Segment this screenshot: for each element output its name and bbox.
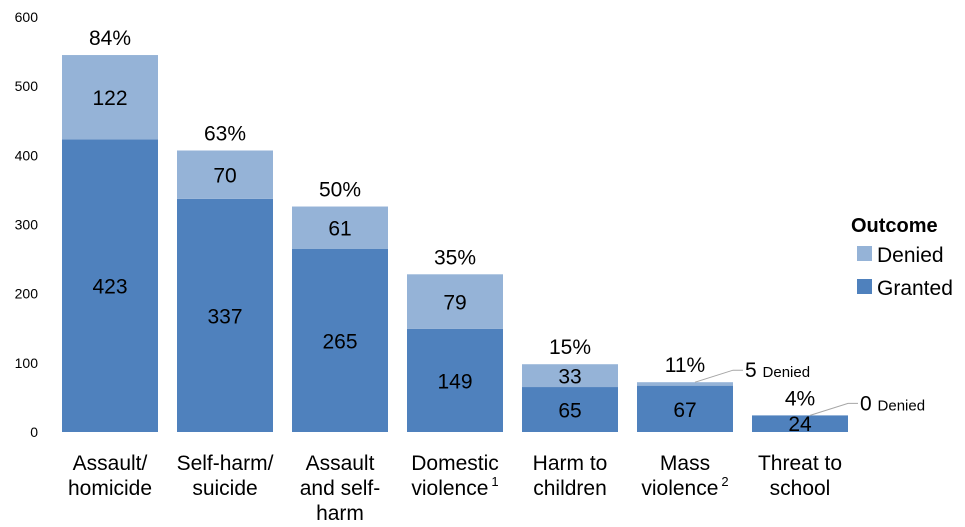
legend-swatch-granted	[857, 279, 872, 294]
category-label: and self-	[300, 477, 381, 500]
category-label: harm	[316, 502, 364, 525]
bar-granted	[522, 387, 618, 432]
category-label: Domestic	[411, 452, 499, 475]
value-label-granted: 265	[322, 330, 357, 353]
category-label: school	[770, 477, 831, 500]
legend-title: Outcome	[851, 215, 938, 237]
bar-granted	[62, 139, 158, 433]
category-label: homicide	[68, 477, 152, 500]
legend-swatch-denied	[857, 246, 872, 261]
y-tick-label: 400	[15, 147, 39, 163]
category-label: children	[533, 477, 607, 500]
callout-leader	[694, 369, 743, 383]
value-label-denied: 70	[213, 165, 236, 188]
category-label: Threat to	[758, 452, 842, 475]
bar-denied	[637, 382, 733, 386]
bar-granted	[407, 328, 503, 432]
value-label-granted: 65	[558, 400, 581, 423]
bar-granted	[637, 385, 733, 432]
value-label-denied: 122	[92, 87, 127, 110]
callout-leader	[809, 402, 858, 416]
bar-labels: 423 122 84% 337 70 63% 265 61 50% 149 79 35% 65 33 15%…	[89, 27, 925, 436]
y-tick-label: 300	[15, 217, 39, 233]
callout-label: 5 Denied	[745, 359, 810, 382]
category-label: violence 1	[411, 474, 498, 500]
value-label-granted: 149	[437, 370, 472, 393]
y-tick-label: 600	[15, 9, 39, 25]
value-label-denied: 61	[328, 218, 351, 241]
category-label: Self-harm/	[177, 452, 274, 475]
legend: Outcome Denied Granted	[851, 215, 953, 300]
value-label-granted: 423	[92, 276, 127, 299]
y-tick-label: 200	[15, 286, 39, 302]
bar-denied	[292, 206, 388, 249]
percent-label: 35%	[434, 246, 476, 269]
bar-denied	[407, 274, 503, 329]
category-label: Harm to	[533, 452, 608, 475]
bars	[62, 55, 848, 433]
bar-granted	[752, 415, 848, 432]
category-label: Mass	[660, 452, 710, 475]
bar-denied	[177, 150, 273, 199]
y-tick-label: 100	[15, 355, 39, 371]
percent-label: 84%	[89, 27, 131, 50]
footnote-marker: 1	[491, 474, 498, 489]
footnote-marker: 2	[721, 474, 728, 489]
category-label: violence 2	[641, 474, 728, 500]
legend-label-granted: Granted	[877, 277, 953, 300]
y-tick-label: 500	[15, 78, 39, 94]
value-label-granted: 337	[207, 305, 242, 328]
percent-label: 63%	[204, 122, 246, 145]
category-label: Assault/	[73, 452, 148, 475]
x-axis-categories: Assault/homicide Self-harm/suicide Assault…	[68, 452, 842, 525]
value-label-granted: 67	[673, 399, 696, 422]
category-label: suicide	[192, 477, 257, 500]
value-label-denied: 79	[443, 292, 466, 315]
percent-label: 50%	[319, 179, 361, 202]
bar-denied	[62, 55, 158, 140]
y-axis: 0 100 200 300 400 500 600	[15, 9, 39, 440]
bar-granted	[292, 248, 388, 432]
percent-label: 15%	[549, 336, 591, 359]
category-label: Assault	[306, 452, 375, 475]
callout-label: 0 Denied	[860, 392, 925, 415]
percent-label: 4%	[785, 387, 815, 410]
bar-granted	[177, 198, 273, 432]
y-tick-label: 0	[30, 424, 38, 440]
percent-label: 11%	[665, 354, 705, 377]
bar-denied	[522, 364, 618, 388]
value-label-denied: 33	[558, 366, 581, 389]
legend-label-denied: Denied	[877, 244, 944, 267]
value-label-granted: 24	[788, 413, 812, 436]
